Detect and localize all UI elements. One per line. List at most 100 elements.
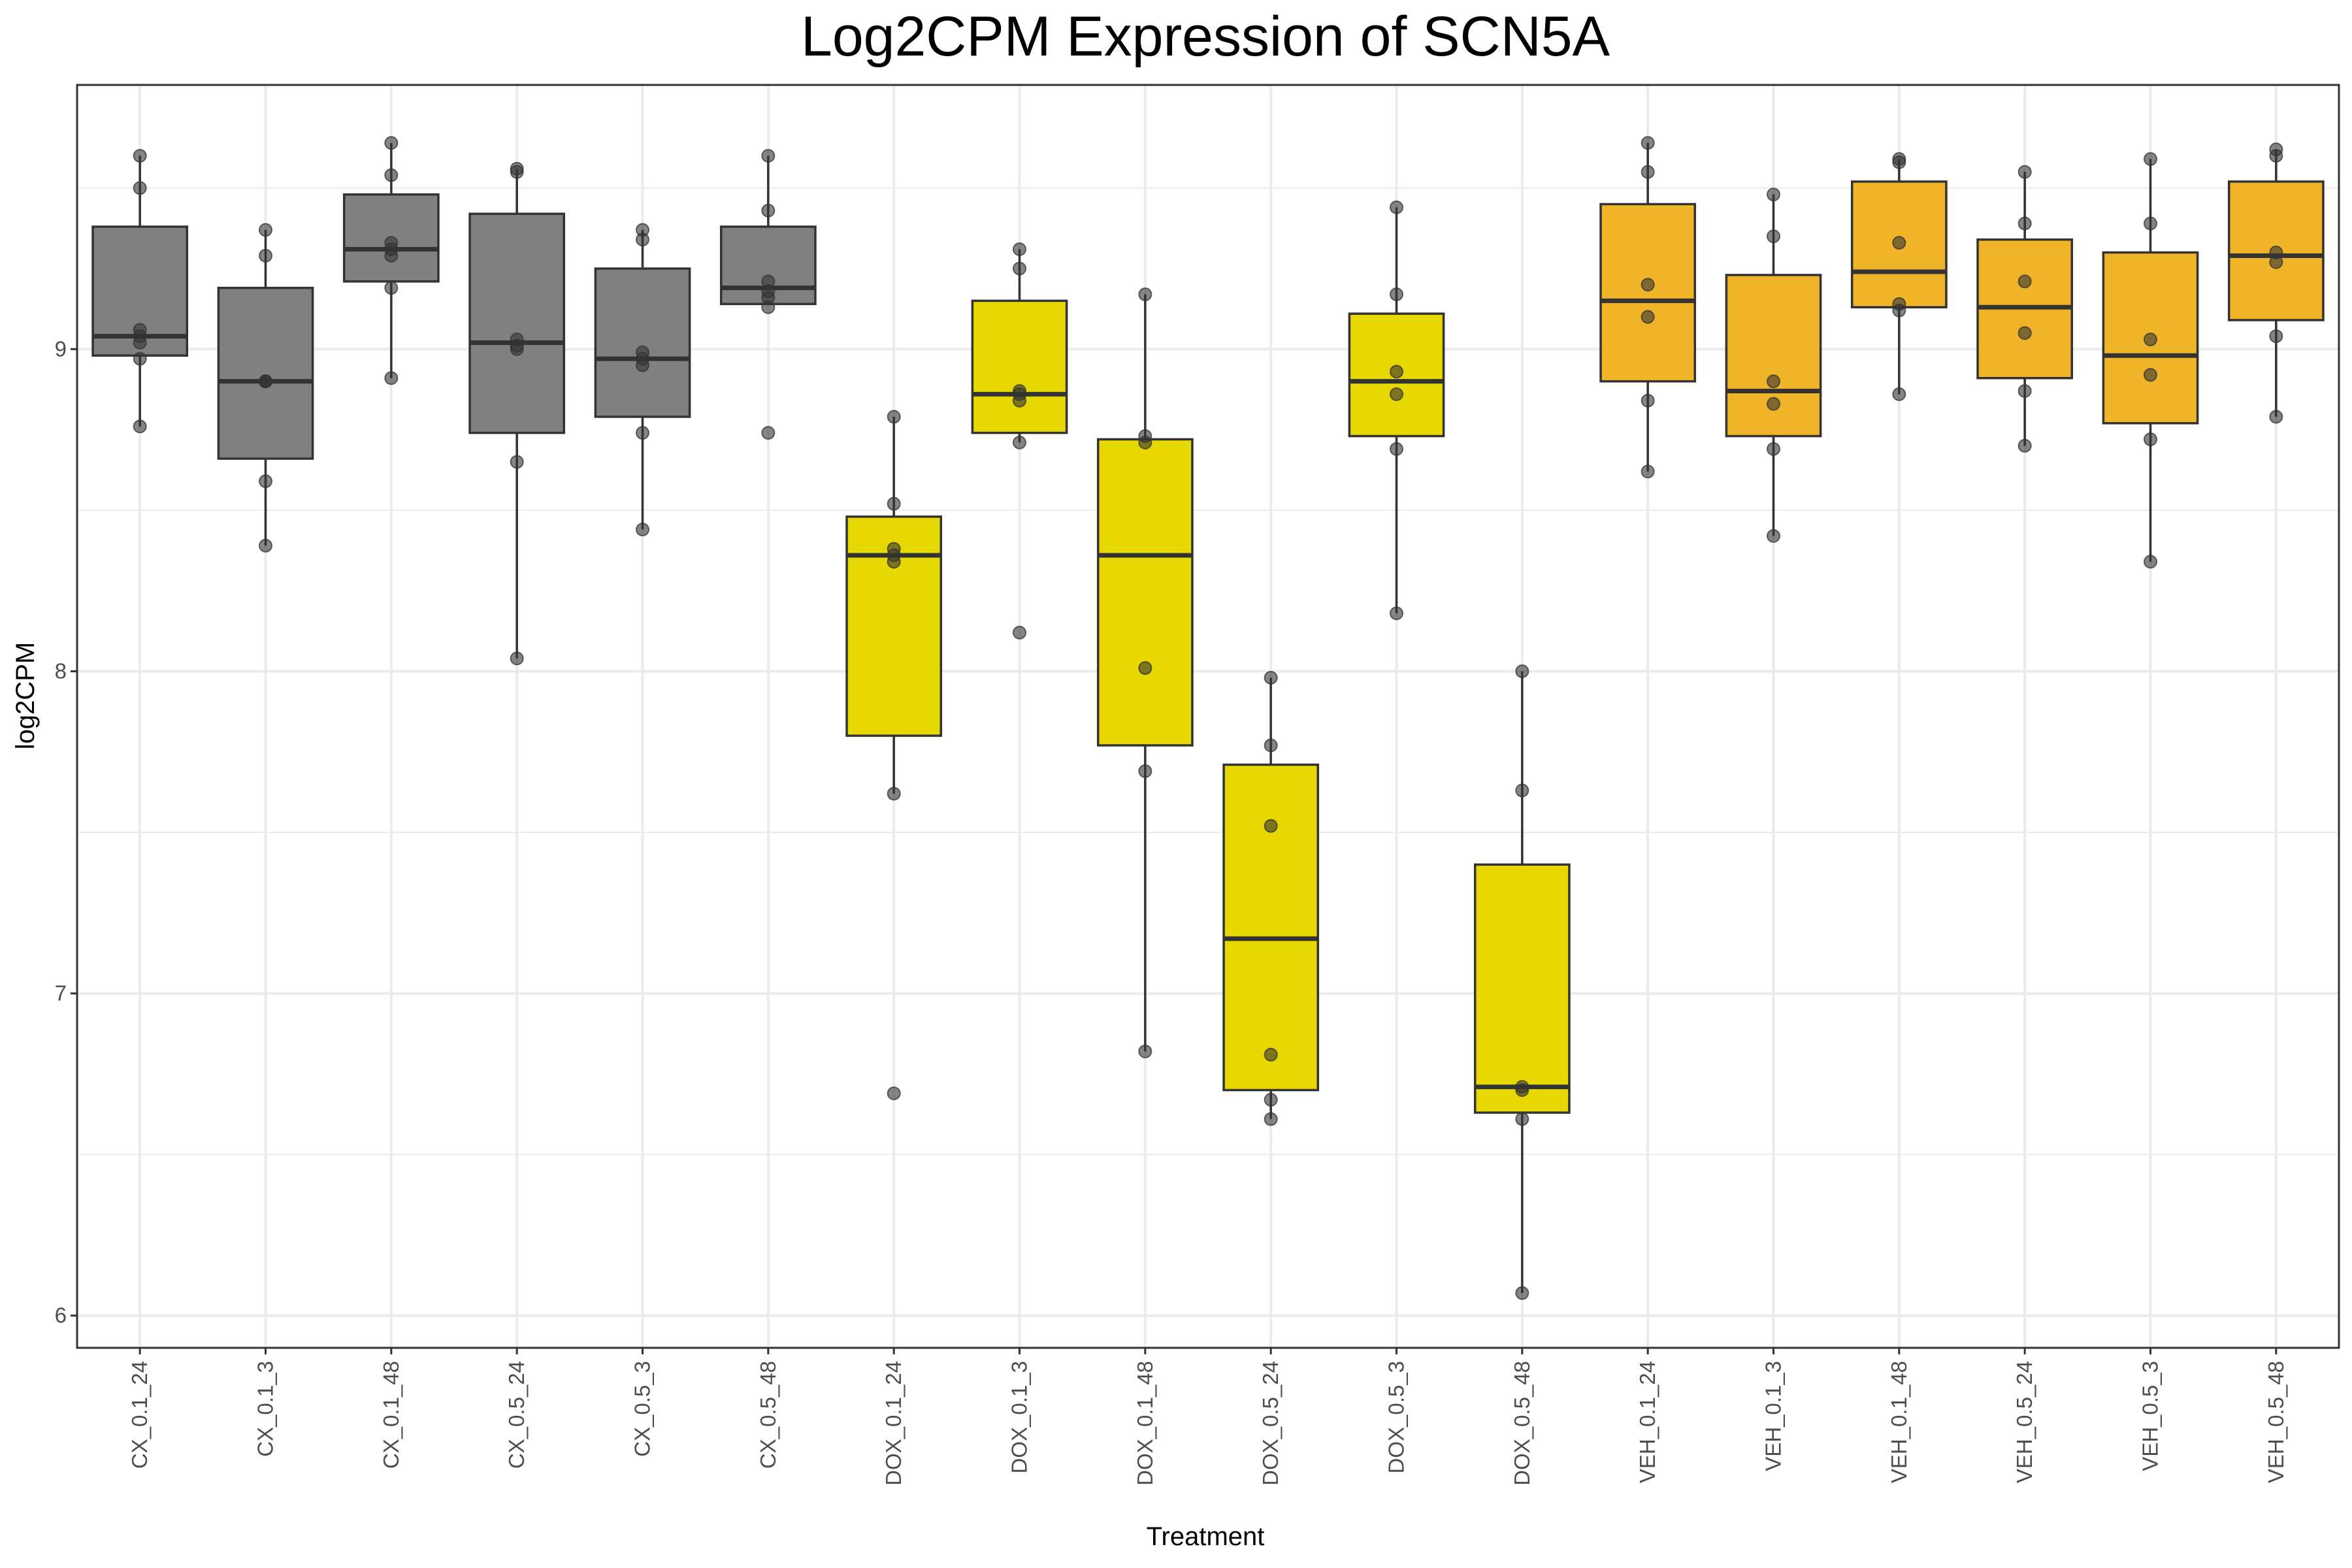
data-point	[384, 248, 399, 263]
x-tick-label: CX_0.1_24	[127, 1361, 152, 1469]
box-VEH_0.5_24	[1976, 165, 2074, 453]
x-tick-label: DOX_0.1_24	[881, 1361, 906, 1486]
data-point	[1264, 1112, 1278, 1126]
x-axis-title: Treatment	[1147, 1522, 1265, 1551]
data-point	[2144, 216, 2157, 231]
data-point	[384, 168, 399, 182]
box-VEH_0.1_24	[1599, 136, 1697, 479]
x-tick-label: CX_0.1_3	[253, 1361, 278, 1457]
x-tick-label: VEH_0.5_24	[2012, 1361, 2036, 1483]
data-point	[1390, 606, 1403, 621]
box-CX_0.5_24	[468, 161, 566, 666]
data-point	[384, 371, 399, 385]
x-tick-label: CX_0.1_48	[379, 1361, 403, 1469]
box-VEH_0.1_3	[1725, 188, 1822, 543]
data-point	[887, 410, 901, 424]
data-point	[887, 497, 901, 511]
data-point	[1767, 188, 1780, 202]
box-VEH_0.5_48	[2227, 142, 2325, 424]
box-body	[217, 286, 314, 460]
data-point	[2144, 152, 2157, 166]
box-CX_0.5_3	[594, 223, 691, 536]
data-point	[2144, 368, 2157, 382]
chart-title: Log2CPM Expression of SCN5A	[801, 5, 1610, 68]
x-tick-label: DOX_0.5_48	[1510, 1361, 1534, 1486]
data-point	[2269, 148, 2283, 163]
data-point	[1138, 764, 1152, 778]
data-point	[510, 165, 524, 179]
data-point	[1264, 670, 1278, 685]
data-point	[510, 651, 524, 666]
data-point	[1264, 1047, 1278, 1062]
box-VEH_0.5_3	[2102, 152, 2199, 569]
data-point	[2017, 216, 2032, 231]
data-point	[636, 522, 649, 536]
box-DOX_0.5_3	[1348, 200, 1445, 621]
y-tick-label: 6	[55, 1303, 67, 1328]
box-body	[971, 299, 1068, 434]
x-tick-label: VEH_0.5_48	[2264, 1361, 2288, 1483]
x-tick-label: CX_0.5_3	[630, 1361, 655, 1457]
data-point	[1013, 393, 1026, 408]
box-CX_0.1_48	[342, 136, 440, 385]
x-tick-label: CX_0.5_24	[504, 1361, 529, 1469]
data-point	[133, 181, 147, 195]
box-body	[468, 212, 566, 434]
data-point	[259, 374, 272, 389]
x-tick-label: VEH_0.5_3	[2138, 1361, 2163, 1471]
x-tick-label: DOX_0.1_48	[1133, 1361, 1157, 1486]
box-VEH_0.1_48	[1850, 152, 1948, 401]
y-tick-label: 7	[55, 981, 67, 1005]
box-body	[1599, 203, 1697, 383]
data-point	[384, 281, 399, 295]
x-tick-label: CX_0.5_48	[756, 1361, 780, 1469]
data-point	[1767, 374, 1780, 389]
data-point	[259, 248, 272, 263]
box-DOX_0.1_24	[845, 410, 943, 1100]
data-point	[1013, 261, 1026, 276]
data-point	[761, 203, 776, 218]
data-point	[761, 148, 776, 163]
box-DOX_0.5_48	[1473, 664, 1571, 1300]
panel-border	[76, 84, 2340, 1349]
data-point	[1892, 155, 1906, 169]
data-point	[1264, 738, 1278, 753]
data-point	[1892, 387, 1906, 401]
data-point	[1138, 1044, 1152, 1058]
box-body	[1725, 274, 1822, 438]
data-point	[1515, 664, 1529, 678]
data-point	[133, 335, 147, 350]
data-point	[1013, 435, 1026, 449]
data-point	[1138, 287, 1152, 302]
data-point	[2017, 274, 2032, 289]
data-point	[2017, 165, 2032, 179]
data-point	[2269, 329, 2283, 344]
y-tick-label: 9	[55, 336, 67, 361]
box-DOX_0.1_3	[971, 242, 1068, 640]
data-point	[1641, 393, 1655, 408]
data-point	[1515, 1286, 1529, 1300]
data-point	[1641, 465, 1655, 479]
data-point	[2017, 438, 2032, 453]
data-point	[2017, 384, 2032, 398]
data-point	[384, 136, 399, 150]
data-point	[887, 1086, 901, 1100]
box-body	[1222, 763, 1320, 1092]
data-point	[1767, 229, 1780, 244]
data-point	[761, 426, 776, 440]
data-point	[2144, 432, 2157, 446]
box-DOX_0.5_24	[1222, 670, 1320, 1126]
data-point	[1641, 136, 1655, 150]
data-point	[1264, 1092, 1278, 1107]
data-point	[636, 426, 649, 440]
data-point	[1767, 442, 1780, 456]
data-point	[1515, 1112, 1529, 1126]
data-point	[1515, 1083, 1529, 1098]
data-point	[1767, 529, 1780, 543]
box-CX_0.1_24	[91, 148, 189, 434]
data-point	[636, 233, 649, 247]
data-point	[1892, 236, 1906, 250]
data-point	[1138, 661, 1152, 676]
data-point	[1264, 819, 1278, 833]
data-point	[2144, 333, 2157, 347]
